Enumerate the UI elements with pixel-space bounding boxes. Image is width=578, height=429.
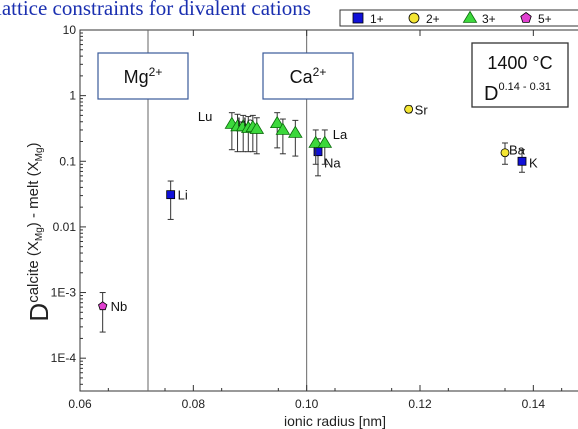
- point-label-lu: Lu: [198, 109, 212, 124]
- data-point: [98, 301, 108, 311]
- data-point: [404, 104, 414, 114]
- x-tick-label: 0.06: [68, 397, 92, 411]
- chart-title: lattice constraints for divalent cations: [0, 0, 311, 20]
- reference-label-box: [97, 52, 189, 100]
- plot-area: Mg2+ Ca2+0.06 0.08 0.10 0.12 0.141010.10.011E…: [24, 9, 578, 429]
- data-point: [308, 135, 324, 148]
- legend-label: 2+: [426, 12, 440, 26]
- point-label-li: Li: [178, 188, 188, 203]
- point-label-k: K: [529, 155, 538, 170]
- reference-label-box: [262, 52, 354, 100]
- point-label-na: Na: [324, 156, 341, 171]
- series-5+: Nb: [98, 292, 128, 333]
- y-tick-label: 1E-3: [51, 286, 77, 300]
- y-tick-label: 1E-4: [51, 351, 77, 365]
- x-axis-label: ionic radius [nm]: [284, 413, 386, 429]
- plot-frame: [79, 29, 578, 392]
- point-label-sr: Sr: [415, 102, 429, 117]
- series-2+: Sr Ba: [404, 102, 526, 165]
- x-tick-label: 0.14: [522, 397, 546, 411]
- data-point: [313, 147, 323, 157]
- data-point: [288, 125, 303, 138]
- y-tick-label: 10: [63, 23, 77, 37]
- legend: 1+ 2+ 3+ 5+: [339, 9, 578, 27]
- x-tick-label: 0.08: [182, 397, 206, 411]
- legend-marker: [462, 10, 478, 23]
- legend-frame: [339, 9, 578, 27]
- data-point: [317, 135, 333, 148]
- y-tick-label: 0.1: [59, 154, 76, 168]
- legend-marker: [352, 12, 364, 24]
- point-label-nb: Nb: [111, 299, 128, 314]
- legend-label: 3+: [482, 12, 496, 26]
- x-tick-label: 0.10: [295, 397, 319, 411]
- legend-label: 5+: [538, 12, 552, 26]
- data-point: [517, 156, 527, 166]
- data-point: [166, 190, 176, 200]
- x-tick-label: 0.12: [408, 397, 432, 411]
- conditions-box: [471, 42, 569, 108]
- data-point: [269, 115, 285, 129]
- y-axis-label: Dcalcite (XMg) - melt (XMg): [24, 142, 54, 321]
- temperature-label: 1400 °C: [487, 53, 552, 73]
- y-tick-label: 0.01: [53, 220, 77, 234]
- series-1+: Li Na K: [166, 138, 538, 220]
- point-label-ba: Ba: [509, 143, 526, 158]
- data-point: [249, 121, 265, 134]
- legend-marker: [408, 12, 420, 24]
- data-point: [275, 122, 291, 135]
- legend-label: 1+: [370, 12, 384, 26]
- data-point: [500, 148, 510, 158]
- y-tick-label: 1: [69, 89, 76, 103]
- legend-marker: [520, 12, 532, 23]
- point-label-la: La: [333, 127, 348, 142]
